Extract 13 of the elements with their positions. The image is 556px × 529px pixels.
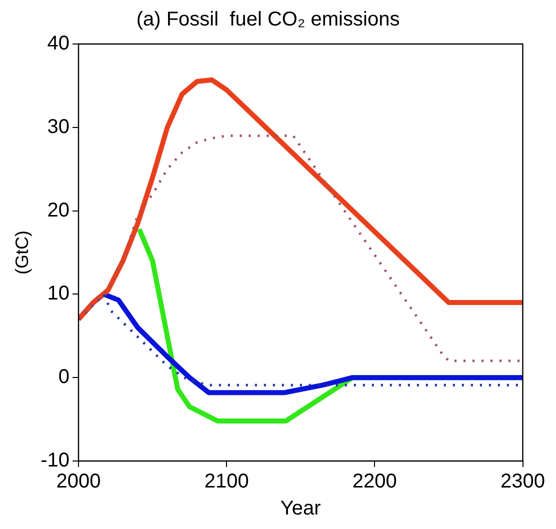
x-tick-label: 2000 xyxy=(56,470,101,493)
y-tick-label: 40 xyxy=(47,32,70,55)
y-tick-label: 10 xyxy=(47,282,70,305)
y-tick-label: 30 xyxy=(47,116,70,138)
x-axis-title: Year xyxy=(280,498,322,520)
y-tick-label: 20 xyxy=(47,199,70,222)
x-tick-label: 2300 xyxy=(500,470,546,493)
x-tick-label: 2100 xyxy=(204,470,249,493)
y-axis-title: (GtC) xyxy=(12,230,32,274)
chart-title: (a) Fossil fuel CO₂ emissions xyxy=(136,8,400,31)
x-tick-label: 2200 xyxy=(352,470,397,493)
y-tick-label: -10 xyxy=(40,450,70,472)
y-tick-label: 0 xyxy=(58,366,70,388)
